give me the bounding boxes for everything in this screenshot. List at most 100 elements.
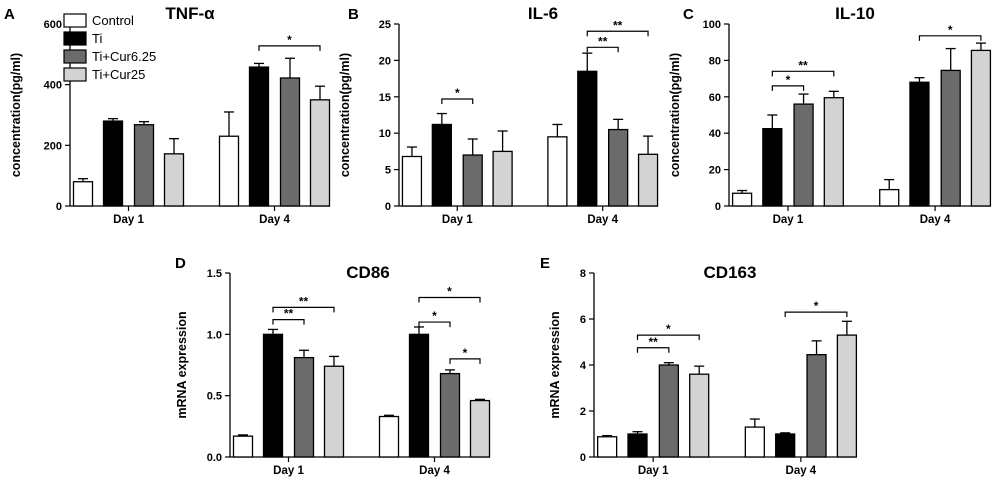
x-tick-label: Day 4 — [920, 214, 951, 226]
y-tick-label: 4 — [580, 360, 587, 372]
legend-swatch-ti-cur6-25 — [63, 49, 87, 64]
bar-ti-cur6-25-day-4 — [940, 69, 961, 207]
bar-control-day-1 — [731, 192, 753, 207]
chart-title: TNF-α — [165, 4, 215, 23]
bar-ti-cur6-25-day-1 — [793, 103, 814, 207]
chart-title: CD86 — [346, 263, 389, 282]
bar-control-day-4 — [378, 415, 400, 458]
significance-bracket — [418, 296, 481, 303]
y-tick-label: 600 — [44, 19, 62, 31]
chart-title: IL-10 — [835, 4, 875, 23]
y-axis-label: concentration(pg/ml) — [338, 53, 352, 177]
significance-bracket — [771, 85, 805, 91]
bar-ti-day-4 — [408, 333, 430, 458]
bar-ti-cur25-day-4 — [637, 153, 659, 207]
bar-ti-day-4 — [909, 81, 930, 207]
y-tick-label: 5 — [385, 165, 391, 177]
bar-ti-cur6-25-day-1 — [293, 356, 315, 458]
legend-label: Ti+Cur6.25 — [92, 49, 156, 64]
legend-swatch-ti — [63, 31, 87, 46]
significance-label: ** — [284, 307, 294, 321]
y-tick-label: 100 — [703, 19, 721, 31]
bar-control-day-4 — [218, 135, 240, 207]
bar-control-day-1 — [597, 436, 618, 458]
significance-bracket — [418, 321, 451, 328]
significance-label: ** — [299, 294, 309, 308]
bar-ti-cur6-25-day-4 — [806, 353, 827, 458]
significance-bracket — [586, 46, 619, 53]
y-axis-label: mRNA expression — [548, 311, 562, 418]
y-tick-label: 400 — [44, 80, 62, 92]
significance-label: * — [463, 346, 468, 360]
chart-title: CD163 — [704, 263, 757, 282]
significance-label: * — [948, 23, 953, 37]
y-tick-label: 0.5 — [207, 391, 222, 403]
y-tick-label: 60 — [709, 92, 721, 104]
bar-ti-cur25-day-4 — [970, 49, 992, 207]
significance-bracket — [636, 347, 670, 353]
y-tick-label: 8 — [580, 268, 586, 280]
bar-ti-cur6-25-day-1 — [462, 154, 483, 207]
bar-ti-cur25-day-1 — [323, 365, 345, 458]
legend-swatch-control — [63, 13, 87, 28]
bar-ti-day-4 — [577, 70, 598, 207]
bar-control-day-4 — [547, 136, 568, 207]
y-tick-label: 15 — [379, 92, 391, 104]
bar-control-day-1 — [401, 155, 423, 207]
x-tick-label: Day 1 — [773, 214, 804, 226]
significance-label: ** — [598, 34, 608, 48]
y-tick-label: 40 — [709, 128, 721, 140]
bar-control-day-4 — [744, 426, 765, 458]
y-tick-label: 20 — [709, 165, 721, 177]
legend-label: Control — [92, 13, 134, 28]
bar-ti-day-1 — [627, 433, 648, 458]
bar-control-day-1 — [232, 435, 254, 458]
significance-bracket — [258, 45, 321, 51]
x-tick-label: Day 4 — [587, 214, 618, 226]
significance-label: ** — [649, 335, 659, 349]
significance-label: * — [287, 33, 292, 47]
chart-title: IL-6 — [528, 4, 558, 23]
panel-letter: D — [175, 255, 186, 272]
panel-letter: E — [540, 255, 550, 272]
significance-label: * — [432, 309, 437, 323]
panel-d: D CD86 0.0 0.5 1.0 1.5 mRNA expression Day 1 Day… — [175, 255, 491, 477]
y-tick-label: 6 — [580, 314, 586, 326]
legend-label: Ti+Cur25 — [92, 67, 145, 82]
legend: Control Ti Ti+Cur6.25 Ti+Cur25 — [63, 13, 156, 82]
y-tick-label: 0 — [580, 452, 586, 464]
panel-b: B IL-6 0 5 10 15 20 25 concentration(pg/ml) Day 1… — [338, 4, 659, 226]
significance-label: * — [814, 299, 819, 313]
panel-a: A TNF-α 0 200 400 600 concentration(pg/ml) Day … — [4, 4, 331, 226]
bar-ti-day-4 — [248, 66, 270, 207]
y-tick-label: 25 — [379, 19, 391, 31]
significance-label: * — [447, 285, 452, 299]
bar-ti-cur25-day-4 — [469, 399, 491, 458]
significance-label: * — [786, 73, 791, 87]
significance-bracket — [272, 319, 305, 325]
bar-ti-cur6-25-day-1 — [658, 364, 680, 458]
bar-ti-cur25-day-1 — [163, 153, 185, 207]
bar-ti-day-1 — [762, 127, 783, 207]
y-tick-label: 1.0 — [207, 329, 222, 341]
bar-ti-cur25-day-1 — [492, 150, 513, 207]
x-tick-label: Day 4 — [786, 465, 817, 477]
significance-bracket — [586, 30, 649, 37]
bar-control-day-1 — [72, 181, 94, 207]
bar-ti-cur25-day-1 — [689, 373, 710, 458]
bar-ti-cur6-25-day-1 — [133, 124, 155, 207]
x-tick-label: Day 1 — [638, 465, 669, 477]
panel-letter: C — [683, 6, 694, 23]
bar-ti-cur25-day-4 — [309, 99, 331, 207]
x-tick-label: Day 1 — [273, 465, 304, 477]
significance-bracket — [441, 98, 474, 104]
bar-ti-day-1 — [262, 333, 284, 458]
bar-ti-day-1 — [102, 120, 124, 207]
y-axis-label: concentration(pg/ml) — [9, 53, 23, 177]
significance-label: ** — [613, 18, 623, 32]
panel-letter: A — [4, 6, 15, 23]
y-tick-label: 0.0 — [207, 452, 222, 464]
y-tick-label: 10 — [379, 128, 391, 140]
bar-ti-cur25-day-1 — [823, 97, 844, 207]
